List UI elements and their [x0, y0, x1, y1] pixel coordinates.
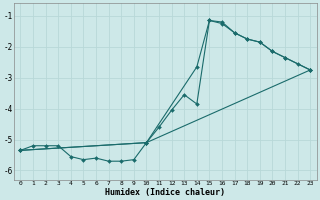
X-axis label: Humidex (Indice chaleur): Humidex (Indice chaleur): [105, 188, 225, 197]
